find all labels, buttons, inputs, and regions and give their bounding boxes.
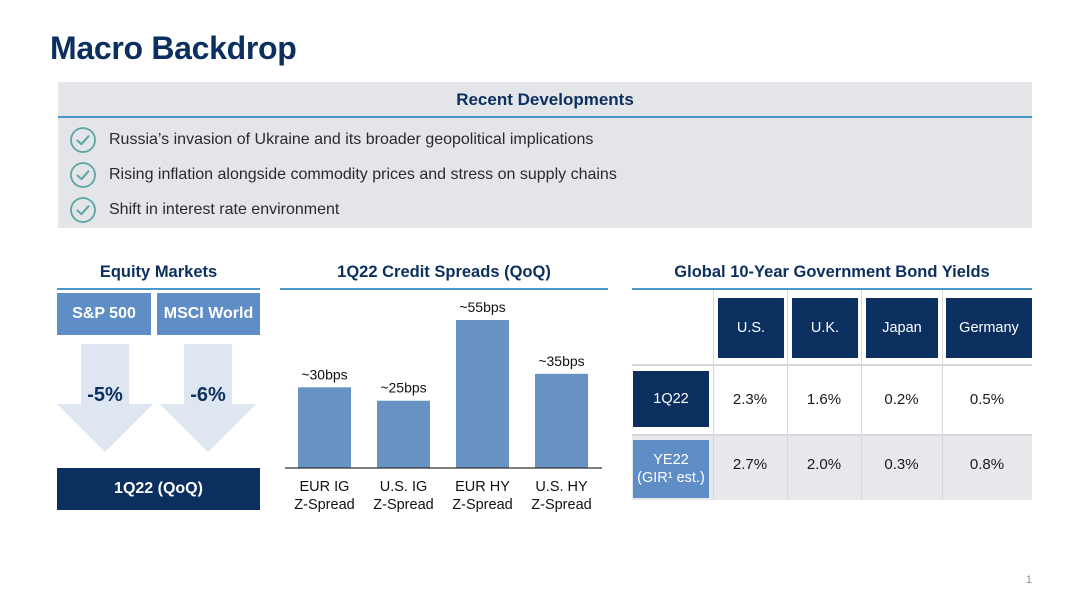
bond-yields-heading: Global 10-Year Government Bond Yields <box>632 260 1032 290</box>
bond-yields-table: U.S. U.K. Japan Germany 1Q22 2.3% 1.6% 0… <box>632 290 1032 500</box>
bar-data-label: ~55bps <box>459 299 505 315</box>
list-item: Rising inflation alongside commodity pri… <box>58 157 1032 192</box>
list-item: Shift in interest rate environment <box>58 192 1032 227</box>
column-header-uk: U.K. <box>792 298 858 358</box>
column-header-germany: Germany <box>946 298 1032 358</box>
row-label-ye22: YE22 (GIR¹ est.) <box>633 440 709 498</box>
msci-world-tag: MSCI World <box>157 293 260 335</box>
category-label: Z-Spread <box>452 497 512 513</box>
recent-developments-heading: Recent Developments <box>58 82 1032 118</box>
bar-data-label: ~30bps <box>301 366 347 382</box>
equity-markets-heading: Equity Markets <box>57 260 260 290</box>
sp500-change: -5% <box>87 384 123 406</box>
list-item: Russia’s invasion of Ukraine and its bro… <box>58 122 1032 157</box>
row-label-1q22: 1Q22 <box>633 371 709 427</box>
category-label: EUR IG <box>300 479 350 495</box>
equity-period-label: 1Q22 (QoQ) <box>57 468 260 510</box>
yield-cell: 2.3% <box>732 390 768 408</box>
down-arrow-icon <box>160 344 256 452</box>
development-text: Shift in interest rate environment <box>109 200 340 218</box>
yield-cell: 2.0% <box>806 455 842 473</box>
yield-cell: 0.2% <box>884 390 919 408</box>
column-header-us: U.S. <box>718 298 784 358</box>
category-label: EUR HY <box>455 479 510 495</box>
yield-cell: 1.6% <box>806 390 842 408</box>
credit-spreads-chart: ~30bps EUR IG Z-Spread ~25bps U.S. IG Z-Sprea… <box>285 299 602 513</box>
development-text: Russia’s invasion of Ukraine and its bro… <box>109 130 594 148</box>
bar-data-label: ~35bps <box>538 353 584 369</box>
row-label-line: YE22 <box>653 452 689 468</box>
category-label: Z-Spread <box>294 497 354 513</box>
check-circle-icon <box>70 196 96 223</box>
down-arrow-icon <box>57 344 153 452</box>
development-text: Rising inflation alongside commodity pri… <box>109 165 617 183</box>
yield-cell: 0.3% <box>884 455 919 473</box>
page-title: Macro Backdrop <box>50 30 297 66</box>
bar <box>377 400 430 468</box>
category-label: Z-Spread <box>373 497 433 513</box>
bar <box>456 320 509 468</box>
credit-spreads-heading: 1Q22 Credit Spreads (QoQ) <box>280 260 608 290</box>
column-header-japan: Japan <box>866 298 938 358</box>
check-circle-icon <box>70 161 96 188</box>
check-circle-icon <box>70 126 96 153</box>
column-divider <box>713 290 714 500</box>
recent-developments-panel: Recent Developments Russia’s invasion of… <box>58 82 1032 228</box>
recent-developments-list: Russia’s invasion of Ukraine and its bro… <box>58 118 1032 227</box>
bar-data-label: ~25bps <box>380 380 426 396</box>
category-label: U.S. HY <box>535 479 588 495</box>
bar <box>535 373 588 468</box>
column-divider <box>861 290 862 500</box>
sp500-tag: S&P 500 <box>57 293 151 335</box>
yield-cell: 0.5% <box>969 390 1005 408</box>
page-number: 1 <box>1025 574 1032 586</box>
category-label: U.S. IG <box>380 479 428 495</box>
column-divider <box>787 290 788 500</box>
row-label-line: (GIR¹ est.) <box>637 470 705 486</box>
category-label: Z-Spread <box>531 497 591 513</box>
column-divider <box>942 290 943 500</box>
yield-cell: 2.7% <box>732 455 768 473</box>
bar <box>298 387 351 468</box>
yield-cell: 0.8% <box>969 455 1005 473</box>
msci-world-change: -6% <box>190 384 226 406</box>
